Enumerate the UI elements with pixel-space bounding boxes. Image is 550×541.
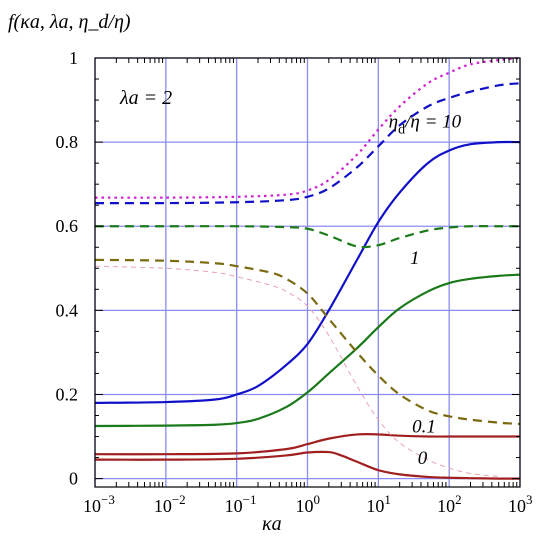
curve-label-eta0: 0: [418, 448, 428, 469]
y-tick-label: 1: [69, 48, 78, 68]
curve-label-eta: η: [389, 111, 398, 132]
series-dashed-blue: [94, 82, 521, 205]
x-tick-base: 10: [296, 496, 314, 516]
curve-label-sub: d: [398, 122, 405, 137]
x-tick-exponent: −2: [172, 492, 186, 507]
x-tick-label: 101: [366, 492, 391, 516]
series-dashed-pink-faint: [94, 265, 499, 477]
curve-label-eta10: ηd/η = 10: [389, 111, 462, 137]
x-tick-label: 10−1: [225, 492, 257, 516]
x-tick-exponent: 2: [455, 492, 462, 507]
x-tick-label: 10−3: [83, 492, 115, 516]
series-dashed-olive: [94, 258, 521, 426]
curve-label-rest: /η = 10: [404, 111, 462, 132]
y-tick-label: 0.2: [56, 384, 79, 404]
x-tick-exponent: 0: [314, 492, 321, 507]
x-tick-exponent: −1: [243, 492, 257, 507]
x-tick-base: 10: [83, 496, 101, 516]
tick-marks: [95, 57, 520, 487]
series-solid-blue: [94, 140, 521, 404]
x-tick-base: 10: [508, 496, 526, 516]
y-tick-label: 0.4: [56, 300, 79, 320]
curve-labels: ηd/η = 10 1 0.1 0: [389, 111, 462, 468]
curve-label-eta01: 0.1: [412, 416, 436, 437]
x-axis-label: κa: [262, 513, 282, 535]
x-tick-exponent: −3: [101, 492, 115, 507]
curve-label-eta1: 1: [410, 248, 420, 269]
x-tick-exponent: 1: [384, 492, 391, 507]
series-solid-green: [94, 273, 521, 428]
y-tick-labels: 0 0.2 0.4 0.6 0.8 1: [56, 48, 79, 489]
x-tick-label: 10−2: [154, 492, 186, 516]
x-tick-base: 10: [437, 496, 455, 516]
y-tick-label: 0.6: [56, 216, 79, 236]
series-solid-red-lower: [94, 450, 521, 480]
x-tick-base: 10: [225, 496, 243, 516]
plot-frame: [94, 57, 521, 488]
x-tick-label: 100: [296, 492, 321, 516]
series-dotted-magenta: [94, 56, 521, 199]
series-group: [94, 56, 521, 480]
x-tick-base: 10: [154, 496, 172, 516]
y-axis-label: f(κa, λa, η_d/η): [8, 11, 131, 33]
x-tick-base: 10: [366, 496, 384, 516]
lambda-annotation: λa = 2: [119, 87, 172, 109]
y-tick-label: 0: [69, 469, 78, 489]
y-tick-label: 0.8: [56, 132, 79, 152]
series-solid-red-upper: [94, 432, 520, 456]
x-tick-label: 102: [437, 492, 462, 516]
x-tick-exponent: 3: [526, 492, 533, 507]
x-tick-labels: 10−3 10−2 10−1 100 101 102 103: [83, 492, 533, 516]
x-tick-label: 103: [508, 492, 533, 516]
series-dashed-green: [95, 225, 520, 249]
